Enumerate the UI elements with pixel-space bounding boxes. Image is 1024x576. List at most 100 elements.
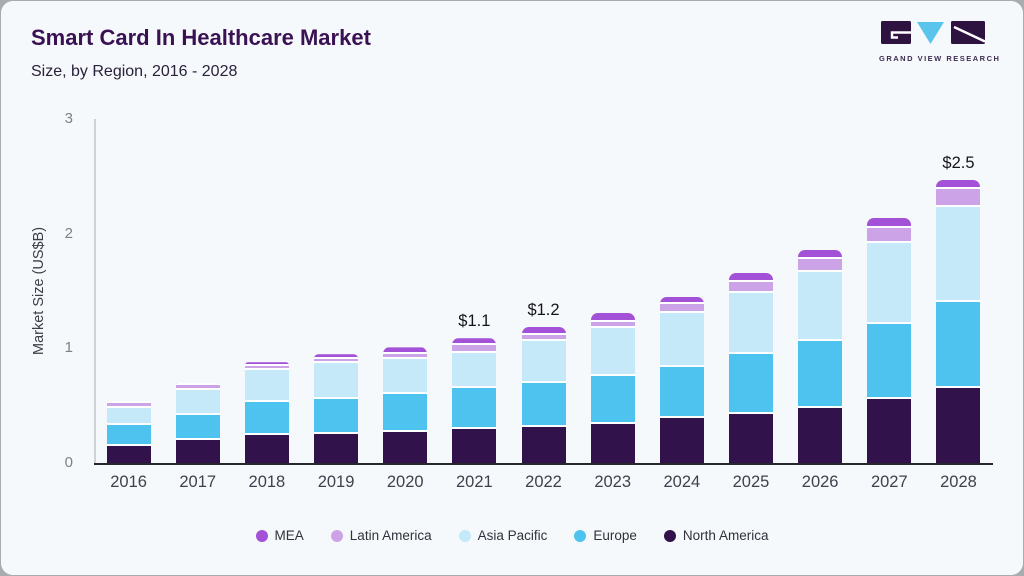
- bar-column-2026: [786, 119, 855, 463]
- bar-segment-north-america: [867, 398, 912, 463]
- bar-column-2020: [371, 119, 440, 463]
- legend: MEA Latin America Asia Pacific Europe North …: [1, 528, 1023, 543]
- bar-segment-north-america: [175, 440, 220, 463]
- legend-dot-icon: [574, 529, 587, 542]
- bar-segment-latin-america: [175, 385, 220, 390]
- legend-dot-icon: [255, 529, 268, 542]
- x-axis-labels: 2016 2017 2018 2019 2020 2021 2022 2023 2024 2025…: [94, 473, 993, 492]
- bar-column-2024: [647, 119, 716, 463]
- bar-segment-latin-america: [521, 334, 566, 342]
- stacked-bar-2022: [521, 326, 566, 463]
- legend-item-asia-pacific: Asia Pacific: [458, 528, 547, 543]
- bar-segment-latin-america: [383, 354, 428, 359]
- bar-segment-north-america: [521, 427, 566, 463]
- bar-column-2018: [232, 119, 301, 463]
- logo-text: GRAND VIEW RESEARCH: [879, 54, 1001, 63]
- bar-segment-europe: [867, 324, 912, 399]
- bar-segment-north-america: [798, 407, 843, 463]
- stacked-bar-2024: [659, 296, 704, 463]
- bar-column-2022: $1.2: [509, 119, 578, 463]
- value-label-2028: $2.5: [942, 153, 975, 172]
- bar-segment-north-america: [728, 413, 773, 463]
- bar-segment-latin-america: [936, 188, 981, 208]
- bar-segment-latin-america: [798, 258, 843, 272]
- bar-segment-asia-pacific: [521, 341, 566, 383]
- bar-column-2027: [855, 119, 924, 463]
- legend-label: North America: [682, 528, 769, 543]
- bar-segment-mea: [867, 217, 912, 228]
- bar-segment-europe: [728, 354, 773, 414]
- x-tick-label-2028: 2028: [940, 473, 977, 491]
- legend-dot-icon: [330, 529, 343, 542]
- bar-segment-mea: [452, 338, 497, 345]
- bar-segment-latin-america: [867, 227, 912, 243]
- bar-segment-latin-america: [106, 403, 151, 408]
- x-tick-label-2027: 2027: [870, 473, 908, 491]
- bar-segment-europe: [106, 425, 151, 446]
- bar-column-2023: [578, 119, 647, 463]
- x-tick-label-2016: 2016: [110, 473, 147, 491]
- bar-segment-asia-pacific: [383, 358, 428, 395]
- bar-segment-mea: [590, 312, 635, 322]
- x-tick-label-2021: 2021: [456, 473, 493, 491]
- bar-segment-asia-pacific: [659, 312, 704, 367]
- bar-segment-latin-america: [728, 281, 773, 294]
- bar-segment-asia-pacific: [106, 408, 151, 426]
- bar-segment-latin-america: [452, 344, 497, 353]
- bar-segment-mea: [659, 296, 704, 304]
- x-tick-label-2022: 2022: [525, 473, 562, 491]
- bar-segment-north-america: [936, 388, 981, 463]
- bar-segment-latin-america: [244, 365, 289, 371]
- bar-segment-asia-pacific: [728, 293, 773, 355]
- x-tick-label-2019: 2019: [317, 473, 355, 491]
- y-axis-title: Market Size (US$B): [31, 226, 47, 356]
- legend-label: MEA: [274, 528, 304, 543]
- value-label-2022: $1.2: [527, 300, 560, 319]
- stacked-bar-2018: [244, 362, 289, 463]
- y-tick-label: 1: [64, 339, 73, 357]
- legend-label: Europe: [593, 528, 637, 543]
- bar-segment-mea: [728, 272, 773, 282]
- value-label-2021: $1.1: [458, 312, 491, 331]
- bar-segment-europe: [452, 388, 497, 429]
- x-tick-label-2026: 2026: [801, 473, 839, 491]
- bar-segment-europe: [798, 341, 843, 408]
- stacked-bar-2017: [175, 382, 220, 463]
- bar-segment-europe: [383, 394, 428, 433]
- legend-label: Latin America: [349, 528, 432, 543]
- legend-dot-icon: [663, 529, 676, 542]
- stacked-bar-2021: [452, 338, 497, 463]
- bar-segment-europe: [936, 302, 981, 389]
- bar-segment-europe: [175, 414, 220, 441]
- bar-segment-north-america: [383, 432, 428, 463]
- page-subtitle: Size, by Region, 2016 - 2028: [31, 63, 238, 80]
- legend-item-latin-america: Latin America: [330, 528, 432, 543]
- bar-segment-mea: [521, 326, 566, 335]
- x-tick-label-2020: 2020: [386, 473, 424, 491]
- legend-item-europe: Europe: [574, 528, 637, 543]
- x-tick-label-2018: 2018: [248, 473, 286, 491]
- bar-column-2021: $1.1: [440, 119, 509, 463]
- bar-segment-europe: [590, 375, 635, 425]
- x-tick-label-2024: 2024: [663, 473, 701, 491]
- bar-column-2028: $2.5: [924, 119, 993, 463]
- bar-segment-mea: [175, 382, 220, 386]
- stacked-bar-2028: [936, 179, 981, 463]
- bar-segment-north-america: [659, 418, 704, 463]
- legend-dot-icon: [458, 529, 471, 542]
- bar-segment-asia-pacific: [867, 242, 912, 325]
- bar-segment-mea: [244, 362, 289, 366]
- bar-segment-mea: [106, 401, 151, 404]
- bar-column-2016: [94, 119, 163, 463]
- bar-segment-europe: [521, 382, 566, 428]
- legend-item-north-america: North America: [663, 528, 769, 543]
- bar-segment-asia-pacific: [175, 389, 220, 415]
- legend-item-mea: MEA: [255, 528, 304, 543]
- bar-segment-north-america: [314, 434, 359, 463]
- stacked-bar-2027: [867, 217, 912, 463]
- stacked-bar-2019: [314, 354, 359, 463]
- stacked-bar-2025: [728, 272, 773, 463]
- bar-segment-europe: [244, 402, 289, 436]
- stacked-bar-2023: [590, 312, 635, 463]
